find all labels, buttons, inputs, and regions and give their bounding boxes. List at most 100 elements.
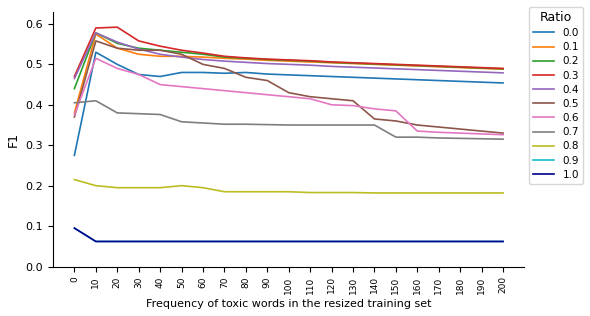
0.4 [92, 31, 99, 35]
0.8 [328, 191, 335, 194]
1.0 [135, 240, 142, 243]
1.0 [392, 240, 399, 243]
0.3 [92, 26, 99, 30]
0.0 [264, 72, 271, 76]
0.6 [92, 57, 99, 60]
0.7 [71, 101, 78, 105]
0.4 [457, 69, 464, 73]
0.1 [242, 57, 250, 61]
Line: 0.5: 0.5 [74, 41, 503, 133]
0.8 [414, 191, 421, 195]
0.5 [178, 52, 185, 56]
Line: 0.9: 0.9 [74, 228, 503, 241]
0.7 [307, 123, 314, 127]
0.8 [285, 190, 292, 194]
0.6 [414, 129, 421, 133]
0.1 [478, 67, 485, 70]
0.8 [264, 190, 271, 194]
1.0 [199, 240, 206, 243]
Line: 1.0: 1.0 [74, 228, 503, 241]
0.3 [264, 57, 271, 61]
0.0 [221, 71, 228, 75]
0.9 [135, 240, 142, 243]
1.0 [328, 240, 335, 243]
0.2 [264, 58, 271, 61]
0.2 [92, 31, 99, 35]
0.4 [500, 71, 507, 75]
0.5 [242, 76, 250, 79]
0.0 [478, 80, 485, 84]
1.0 [221, 240, 228, 243]
0.5 [264, 79, 271, 82]
Line: 0.2: 0.2 [74, 33, 503, 88]
0.0 [307, 74, 314, 78]
0.0 [114, 63, 121, 66]
0.9 [178, 240, 185, 243]
1.0 [178, 240, 185, 243]
0.0 [156, 75, 163, 78]
0.2 [435, 64, 442, 68]
0.8 [478, 191, 485, 195]
1.0 [264, 240, 271, 243]
0.9 [414, 240, 421, 243]
0.3 [114, 25, 121, 29]
0.4 [242, 60, 250, 64]
1.0 [114, 240, 121, 243]
0.5 [435, 125, 442, 129]
0.9 [349, 240, 356, 243]
0.2 [414, 64, 421, 68]
0.2 [242, 57, 250, 60]
0.1 [92, 32, 99, 36]
0.9 [199, 240, 206, 243]
0.6 [264, 93, 271, 97]
0.6 [71, 113, 78, 117]
0.9 [242, 240, 250, 243]
0.3 [178, 48, 185, 52]
0.7 [349, 123, 356, 127]
0.4 [135, 47, 142, 51]
0.8 [242, 190, 250, 194]
0.0 [371, 76, 378, 80]
0.0 [71, 154, 78, 157]
0.0 [199, 70, 206, 74]
0.0 [285, 73, 292, 77]
0.1 [221, 57, 228, 60]
0.2 [285, 58, 292, 62]
0.7 [135, 112, 142, 116]
X-axis label: Frequency of toxic words in the resized training set: Frequency of toxic words in the resized … [146, 299, 431, 309]
0.7 [178, 120, 185, 124]
1.0 [285, 240, 292, 243]
0.6 [307, 97, 314, 100]
1.0 [478, 240, 485, 243]
0.4 [328, 64, 335, 68]
0.7 [478, 137, 485, 141]
0.3 [199, 51, 206, 55]
0.5 [478, 129, 485, 133]
0.2 [156, 48, 163, 52]
0.0 [457, 79, 464, 83]
1.0 [92, 240, 99, 243]
0.4 [478, 70, 485, 74]
0.8 [435, 191, 442, 195]
0.4 [264, 62, 271, 65]
0.5 [156, 48, 163, 52]
0.9 [71, 226, 78, 230]
1.0 [349, 240, 356, 243]
0.7 [457, 137, 464, 140]
0.3 [71, 75, 78, 78]
0.5 [307, 95, 314, 99]
0.6 [135, 73, 142, 76]
0.8 [500, 191, 507, 195]
0.4 [435, 69, 442, 72]
0.1 [285, 59, 292, 63]
0.3 [285, 58, 292, 62]
0.1 [199, 55, 206, 59]
0.8 [457, 191, 464, 195]
0.4 [71, 76, 78, 80]
0.6 [328, 103, 335, 107]
0.6 [114, 67, 121, 70]
0.2 [349, 61, 356, 65]
0.4 [371, 66, 378, 70]
0.6 [349, 104, 356, 107]
Legend: 0.0, 0.1, 0.2, 0.3, 0.4, 0.5, 0.6, 0.7, 0.8, 0.9, 1.0: 0.0, 0.1, 0.2, 0.3, 0.4, 0.5, 0.6, 0.7, … [529, 7, 583, 184]
